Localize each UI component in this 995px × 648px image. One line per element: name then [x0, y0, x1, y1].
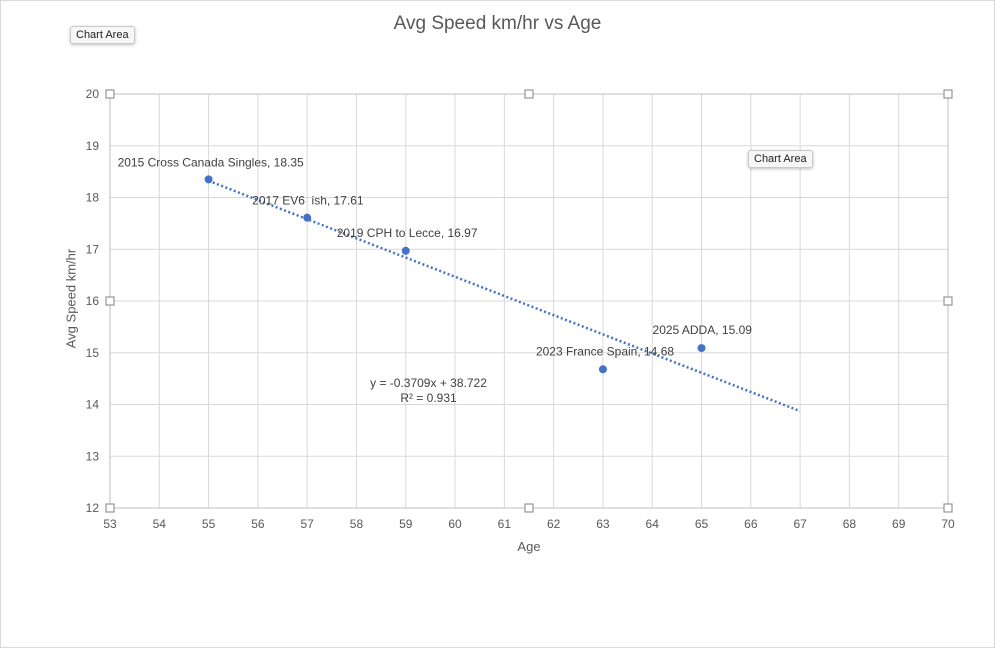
data-label[interactable]: 2017 EV6 ish, 17.61: [252, 194, 364, 208]
data-label[interactable]: 2023 France Spain, 14.68: [536, 344, 674, 358]
resize-handle[interactable]: [943, 503, 953, 513]
data-point[interactable]: [598, 365, 607, 374]
x-tick-label: 60: [448, 517, 462, 531]
selection-handles: [105, 89, 953, 513]
chart-title[interactable]: Avg Speed km/hr vs Age: [393, 13, 602, 34]
x-tick-label: 66: [744, 517, 758, 531]
data-points: [204, 175, 706, 374]
trendline-equation-label[interactable]: y = -0.3709x + 38.722 R² = 0.931: [341, 376, 516, 406]
data-point[interactable]: [401, 246, 410, 255]
trendline-equation: y = -0.3709x + 38.722: [370, 376, 487, 390]
x-axis-title[interactable]: Age: [517, 539, 541, 554]
tick-labels: 53 54 55 56 57 58 59 60 61 62 63 64 65 66 67 68 69 70 12 13…: [86, 87, 955, 531]
resize-handle[interactable]: [524, 89, 534, 99]
trendline-r-squared: R² = 0.931: [400, 391, 457, 405]
y-tick-label: 15: [86, 346, 100, 360]
resize-handle[interactable]: [105, 89, 115, 99]
y-tick-label: 17: [86, 242, 100, 256]
data-label[interactable]: 2019 CPH to Lecce, 16.97: [337, 226, 478, 240]
x-tick-label: 61: [498, 517, 512, 531]
resize-handle[interactable]: [105, 503, 115, 513]
y-tick-label: 14: [86, 398, 100, 412]
data-point[interactable]: [204, 175, 213, 184]
x-tick-label: 64: [646, 517, 660, 531]
x-tick-label: 56: [251, 517, 265, 531]
y-axis-title[interactable]: Avg Speed km/hr: [63, 248, 79, 349]
data-label[interactable]: 2015 Cross Canada Singles, 18.35: [118, 155, 304, 169]
y-tick-label: 20: [86, 87, 100, 101]
data-label[interactable]: 2025 ADDA, 15.09: [653, 323, 753, 337]
resize-handle[interactable]: [105, 296, 115, 306]
resize-handle[interactable]: [943, 89, 953, 99]
x-tick-label: 62: [547, 517, 561, 531]
chart-area-tooltip-top: Chart Area: [70, 26, 135, 44]
x-tick-label: 69: [892, 517, 906, 531]
y-tick-label: 19: [86, 139, 100, 153]
chart-area-tooltip-right: Chart Area: [748, 150, 813, 168]
x-tick-label: 55: [202, 517, 216, 531]
resize-handle[interactable]: [943, 296, 953, 306]
x-tick-label: 54: [153, 517, 167, 531]
x-tick-label: 59: [399, 517, 413, 531]
data-point[interactable]: [697, 344, 706, 353]
y-tick-label: 13: [86, 449, 100, 463]
x-tick-label: 70: [941, 517, 955, 531]
y-tick-label: 16: [86, 294, 100, 308]
x-tick-label: 65: [695, 517, 709, 531]
x-tick-label: 58: [350, 517, 364, 531]
x-tick-label: 57: [300, 517, 314, 531]
data-labels: 2015 Cross Canada Singles, 18.35 2017 EV6…: [118, 155, 753, 358]
x-tick-label: 53: [103, 517, 117, 531]
resize-handle[interactable]: [524, 503, 534, 513]
x-tick-label: 68: [843, 517, 857, 531]
y-tick-label: 12: [86, 501, 100, 515]
x-tick-label: 67: [793, 517, 807, 531]
x-tick-label: 63: [596, 517, 610, 531]
y-tick-label: 18: [86, 191, 100, 205]
data-point[interactable]: [303, 213, 312, 222]
